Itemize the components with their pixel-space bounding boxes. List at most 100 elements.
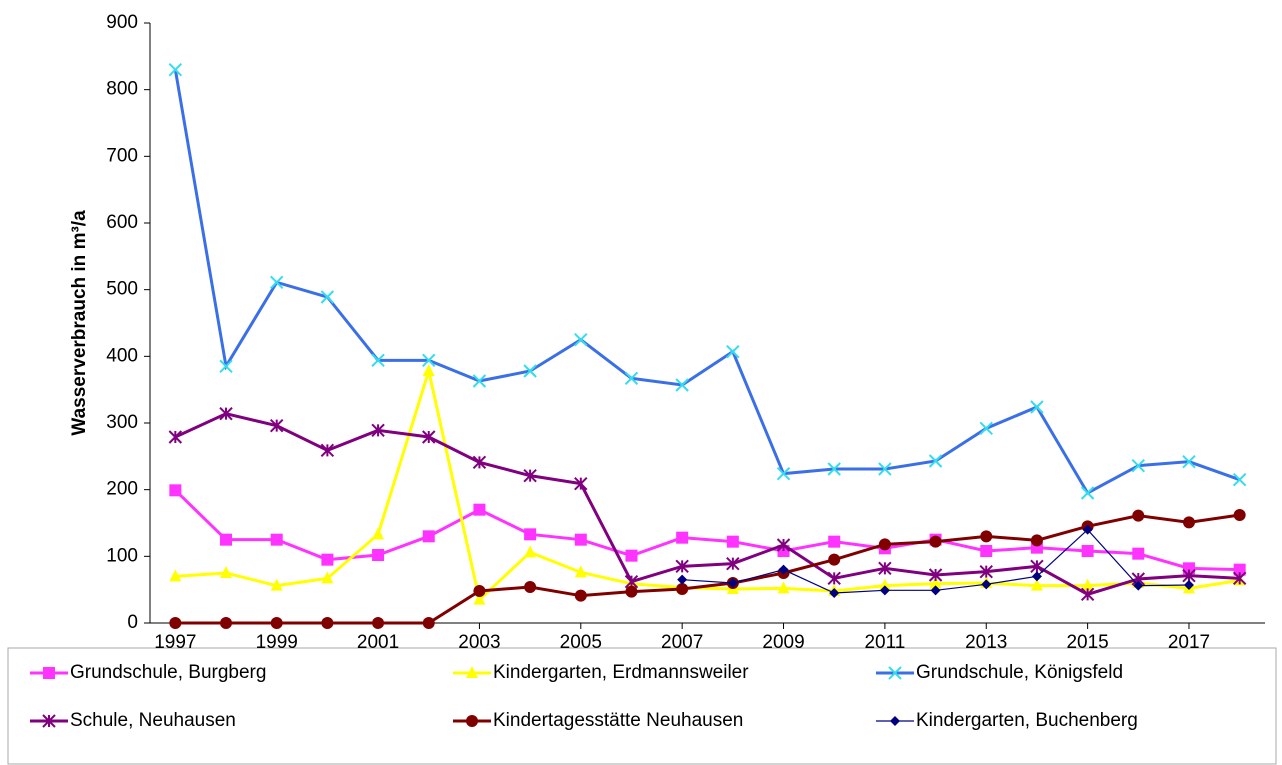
marker [574, 533, 587, 546]
marker [422, 364, 435, 376]
y-tick-label: 0 [127, 612, 138, 633]
marker [270, 533, 283, 546]
marker [1233, 563, 1246, 576]
marker [890, 716, 900, 726]
marker [776, 466, 791, 481]
marker [878, 462, 892, 476]
x-tick-label: 1997 [154, 632, 196, 653]
marker [523, 468, 537, 483]
marker [1132, 547, 1145, 560]
marker [1183, 580, 1194, 590]
marker [466, 666, 478, 678]
x-tick-label: 2011 [864, 632, 905, 653]
marker [928, 454, 943, 468]
marker [675, 559, 689, 574]
marker [979, 564, 993, 579]
marker [524, 528, 537, 541]
legend-label: Grundschule, Königsfeld [916, 662, 1123, 683]
marker [980, 530, 993, 543]
marker [726, 344, 740, 359]
y-tick-label: 800 [106, 79, 138, 100]
marker [1081, 578, 1094, 591]
marker [574, 589, 587, 602]
marker [1030, 534, 1043, 547]
marker [930, 585, 941, 596]
marker [168, 62, 183, 77]
marker [220, 617, 233, 629]
legend-label: Kindergarten, Buchenberg [916, 710, 1138, 731]
series-line [173, 69, 1241, 496]
series-line [175, 513, 1240, 625]
marker [1131, 458, 1146, 473]
marker [320, 443, 335, 458]
marker [1030, 400, 1044, 414]
y-axis-label: Wasserverbrauch in m³/a [69, 210, 90, 436]
marker [828, 535, 841, 548]
marker [827, 462, 841, 476]
marker [523, 364, 537, 378]
marker [778, 564, 789, 575]
marker [524, 545, 537, 558]
marker [1233, 509, 1246, 521]
marker [1080, 587, 1095, 602]
marker [270, 617, 283, 629]
marker [980, 545, 993, 557]
marker [981, 579, 992, 590]
x-tick-label: 2003 [458, 632, 500, 653]
marker [1232, 571, 1247, 586]
marker [473, 503, 486, 516]
legend-box [7, 647, 1277, 765]
x-tick-label: 2007 [661, 632, 703, 653]
marker [169, 617, 182, 629]
marker [42, 714, 56, 728]
marker [269, 275, 284, 290]
x-tick-label: 2001 [357, 632, 399, 653]
marker [625, 585, 638, 598]
marker [929, 576, 942, 589]
marker [574, 565, 587, 578]
marker [220, 533, 233, 546]
legend-label: Schule, Neuhausen [70, 710, 236, 731]
marker [574, 332, 588, 347]
marker [1132, 509, 1145, 522]
marker [1182, 454, 1196, 469]
legend-label: Kindergarten, Erdmannsweiler [493, 662, 749, 683]
marker [888, 666, 902, 680]
marker [1133, 580, 1144, 591]
marker [169, 569, 182, 582]
marker [472, 374, 487, 388]
y-tick-label: 200 [106, 479, 138, 500]
y-tick-label: 600 [106, 212, 138, 233]
marker [827, 571, 841, 586]
marker [878, 538, 891, 551]
marker [372, 549, 385, 561]
x-tick-label: 2013 [965, 632, 1007, 653]
x-tick-label: 2017 [1168, 632, 1210, 653]
marker [726, 535, 739, 548]
marker [624, 371, 639, 386]
marker [574, 476, 588, 491]
marker [879, 585, 890, 596]
marker [320, 290, 335, 304]
marker [1030, 578, 1043, 591]
marker [422, 430, 436, 444]
marker [878, 561, 892, 576]
marker [676, 531, 689, 544]
marker [473, 585, 486, 597]
y-tick-label: 300 [106, 412, 138, 433]
marker [371, 353, 385, 368]
x-tick-label: 1999 [256, 632, 298, 653]
y-tick-label: 700 [106, 145, 138, 166]
marker [422, 617, 435, 629]
legend-label: Kindertagesstätte Neuhausen [493, 710, 743, 731]
series-line [174, 489, 1240, 572]
x-tick-label: 2015 [1066, 632, 1108, 653]
marker [878, 578, 891, 591]
y-tick-label: 500 [106, 279, 138, 300]
marker [1182, 516, 1195, 529]
marker [270, 578, 283, 591]
marker [524, 581, 537, 593]
marker [169, 484, 182, 497]
marker [777, 581, 790, 594]
